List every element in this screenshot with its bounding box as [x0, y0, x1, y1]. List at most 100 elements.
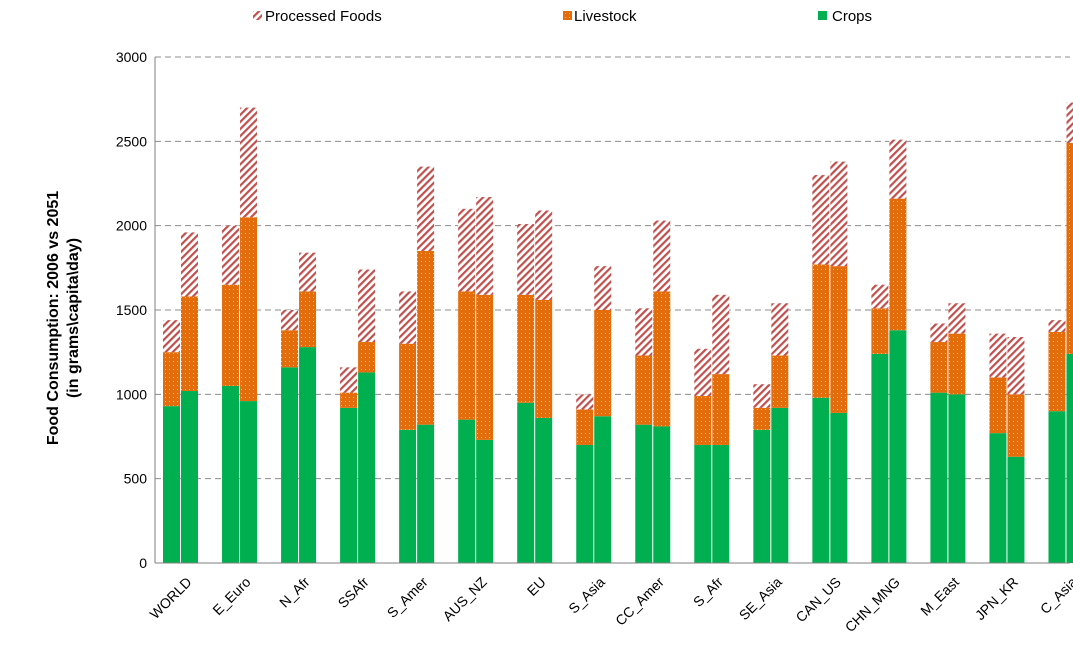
bar-s-afr-2051-processed-foods — [712, 294, 730, 375]
bar-n-afr-2006-crops — [281, 367, 299, 563]
bar-ssafr-2051-livestock — [358, 342, 376, 373]
bar-can-us-2006-livestock — [812, 264, 830, 398]
x-tick-label: AUS_NZ — [439, 573, 490, 624]
bar-m-east-2006-crops — [930, 392, 948, 563]
bar-se-asia-2006-crops — [753, 429, 771, 563]
bar-ssafr-2006-crops — [340, 407, 358, 563]
bar-e-euro-2051-livestock — [240, 217, 258, 402]
x-tick-label: N_Afr — [276, 574, 313, 611]
bar-e-euro-2051-crops — [240, 401, 258, 563]
bar-se-asia-2051-crops — [771, 407, 789, 563]
bar-e-euro-2006-livestock — [222, 284, 240, 386]
bar-aus-nz-2006-crops — [458, 419, 476, 563]
bar-se-asia-2006-livestock — [753, 407, 771, 430]
bar-chn-mng-2006-processed-foods — [871, 284, 889, 309]
bar-m-east-2006-processed-foods — [930, 323, 948, 343]
bars — [163, 102, 1073, 563]
bar-world-2006-processed-foods — [163, 320, 180, 353]
x-axis-ticks: WORLD E_Euro N_Afr SSAfr S_Amer AUS_NZ EU S_Asi… — [146, 573, 1073, 635]
y-tick-label: 0 — [139, 555, 147, 571]
bar-aus-nz-2006-livestock — [458, 291, 476, 420]
y-tick-label: 2500 — [116, 133, 147, 149]
bar-world-2051-processed-foods — [181, 232, 198, 297]
legend-entry-crops: Crops — [818, 8, 872, 25]
x-tick-label: C_Asia — [1037, 574, 1073, 617]
legend-swatch-processed-foods — [253, 11, 262, 20]
bar-c-asia-2006-processed-foods — [1048, 320, 1066, 332]
bar-s-afr-2051-livestock — [712, 374, 730, 445]
y-tick-label: 2000 — [116, 218, 147, 234]
category-m-east — [930, 303, 966, 563]
bar-m-east-2006-livestock — [930, 342, 948, 393]
bar-m-east-2051-processed-foods — [948, 303, 966, 334]
bar-s-amer-2051-processed-foods — [417, 166, 435, 251]
bar-aus-nz-2051-livestock — [476, 294, 494, 440]
y-tick-label: 500 — [124, 471, 148, 487]
legend-label-processed-foods: Processed Foods — [265, 8, 382, 25]
bar-jpn-kr-2006-processed-foods — [989, 333, 1007, 378]
bar-s-afr-2006-processed-foods — [694, 348, 712, 397]
bar-world-2051-crops — [181, 390, 198, 563]
y-axis-title-line-2: (in grams\capita\day) — [65, 238, 82, 398]
x-tick-label: JPN_KR — [972, 574, 1021, 623]
bar-can-us-2006-crops — [812, 397, 830, 563]
bar-cc-amer-2051-livestock — [653, 291, 671, 427]
category-e-euro — [222, 107, 258, 563]
bar-cc-amer-2051-crops — [653, 426, 671, 563]
bar-jpn-kr-2051-livestock — [1007, 394, 1025, 457]
bar-world-2006-crops — [163, 406, 180, 563]
category-jpn-kr — [989, 333, 1025, 563]
bar-eu-2051-processed-foods — [535, 210, 553, 300]
bar-s-amer-2006-livestock — [399, 343, 417, 430]
category-chn-mng — [871, 139, 907, 563]
bar-ssafr-2006-livestock — [340, 392, 358, 408]
bar-aus-nz-2051-processed-foods — [476, 196, 494, 295]
category-ssafr — [340, 269, 376, 563]
category-s-asia — [576, 266, 612, 563]
x-tick-label: EU — [524, 574, 549, 599]
bar-s-amer-2051-livestock — [417, 250, 435, 425]
bar-s-asia-2051-processed-foods — [594, 266, 612, 310]
bar-eu-2006-crops — [517, 402, 535, 563]
bar-c-asia-2051-crops — [1066, 353, 1073, 563]
bar-ssafr-2051-processed-foods — [358, 269, 376, 343]
bar-c-asia-2051-processed-foods — [1066, 102, 1073, 144]
bar-chn-mng-2051-crops — [889, 330, 907, 563]
category-world — [163, 232, 198, 563]
bar-cc-amer-2051-processed-foods — [653, 220, 671, 292]
bar-chn-mng-2051-processed-foods — [889, 139, 907, 199]
bar-jpn-kr-2051-processed-foods — [1007, 336, 1025, 395]
category-cc-amer — [635, 220, 671, 563]
x-tick-label: S_Afr — [690, 574, 726, 610]
y-tick-label: 3000 — [116, 49, 147, 65]
bar-s-afr-2051-crops — [712, 444, 730, 563]
bar-n-afr-2006-processed-foods — [281, 310, 299, 331]
x-tick-label: CHN_MNG — [842, 574, 903, 635]
bar-eu-2051-crops — [535, 417, 553, 563]
bar-can-us-2051-crops — [830, 412, 848, 563]
bar-s-amer-2051-crops — [417, 424, 435, 563]
bar-jpn-kr-2006-crops — [989, 433, 1007, 563]
x-tick-label: WORLD — [146, 574, 194, 622]
bar-s-amer-2006-processed-foods — [399, 291, 417, 344]
bar-e-euro-2006-crops — [222, 385, 240, 563]
y-tick-label: 1500 — [116, 302, 147, 318]
bar-chn-mng-2051-livestock — [889, 198, 907, 331]
bar-n-afr-2051-crops — [299, 347, 317, 563]
bar-can-us-2006-processed-foods — [812, 175, 830, 265]
legend-entry-processed-foods: Processed Foods — [253, 8, 382, 25]
legend-label-livestock: Livestock — [574, 8, 637, 25]
bar-s-asia-2006-processed-foods — [576, 394, 594, 410]
category-can-us — [812, 161, 848, 563]
bar-eu-2006-processed-foods — [517, 223, 535, 295]
bar-jpn-kr-2006-livestock — [989, 377, 1007, 434]
bar-s-afr-2006-crops — [694, 444, 712, 563]
legend-label-crops: Crops — [832, 8, 872, 25]
bar-chn-mng-2006-livestock — [871, 308, 889, 354]
legend-entry-livestock: Livestock — [563, 8, 637, 25]
bar-s-asia-2006-crops — [576, 444, 594, 563]
bar-e-euro-2006-processed-foods — [222, 225, 240, 285]
category-se-asia — [753, 303, 789, 563]
bar-se-asia-2051-livestock — [771, 355, 789, 408]
